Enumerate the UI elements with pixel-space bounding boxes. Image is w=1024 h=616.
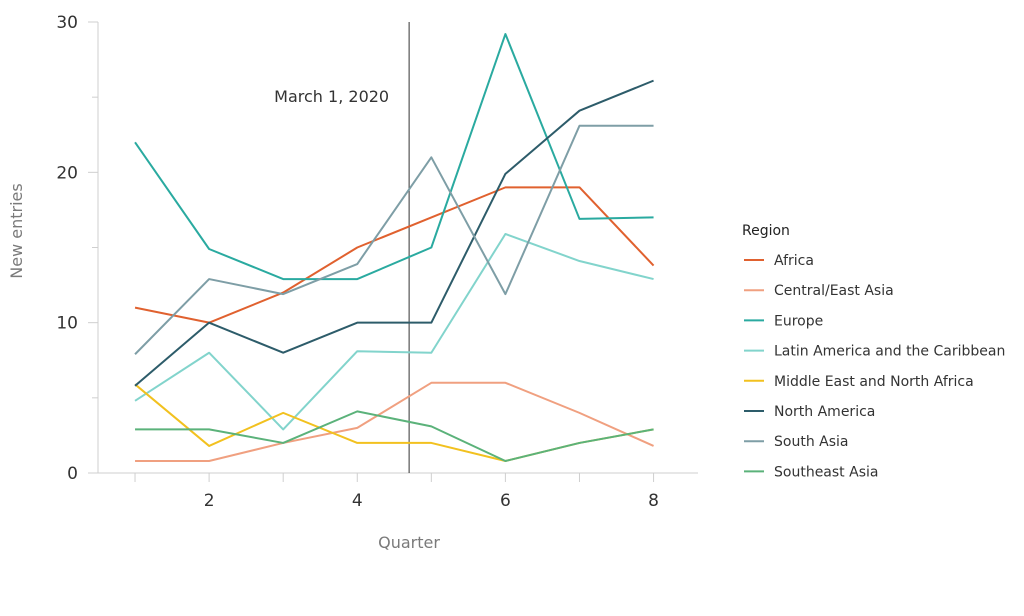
x-tick-label: 4 [352, 491, 363, 511]
x-tick-label: 6 [500, 491, 511, 511]
legend-label-africa: Africa [774, 253, 814, 269]
series-line-north-america [134, 79, 654, 387]
legend: Region Africa Central/East Asia Europe Lati… [742, 223, 1005, 480]
legend-label-north-america: North America [774, 404, 875, 420]
y-tick-label: 20 [56, 163, 78, 183]
series-line-south-asia [134, 124, 654, 355]
y-tick-label: 0 [67, 464, 78, 484]
y-tick-label: 10 [56, 314, 78, 334]
legend-label-south-asia: South Asia [774, 434, 848, 450]
y-axis-title: New entries [7, 183, 26, 278]
x-tick-label: 8 [648, 491, 659, 511]
x-axis-ticks: 2 4 6 8 [134, 473, 659, 511]
series-line-latin-america-and-the-caribbean [134, 232, 654, 431]
axes: 0 10 20 30 2 4 6 8 [56, 13, 698, 511]
series-line-southeast-asia [135, 410, 654, 462]
legend-label-europe: Europe [774, 313, 823, 329]
march-2020-marker-label: March 1, 2020 [274, 87, 389, 106]
legend-label-middle-east-and-north-africa: Middle East and North Africa [774, 374, 974, 390]
legend-title: Region [742, 223, 790, 239]
x-axis-title: Quarter [378, 533, 440, 552]
y-tick-label: 30 [56, 13, 78, 33]
series-line-middle-east-and-north-africa [134, 383, 654, 462]
legend-label-latin-america-and-the-caribbean: Latin America and the Caribbean [774, 344, 1005, 360]
series-layer [134, 33, 655, 462]
x-tick-label: 2 [204, 491, 215, 511]
series-line-europe [134, 33, 654, 281]
legend-label-southeast-asia: Southeast Asia [774, 464, 878, 480]
legend-items: Africa Central/East Asia Europe Latin Ameri… [744, 253, 1005, 480]
legend-label-central-east-asia: Central/East Asia [774, 283, 894, 299]
y-axis-ticks: 0 10 20 30 [56, 13, 98, 484]
series-line-central-east-asia [135, 381, 654, 462]
